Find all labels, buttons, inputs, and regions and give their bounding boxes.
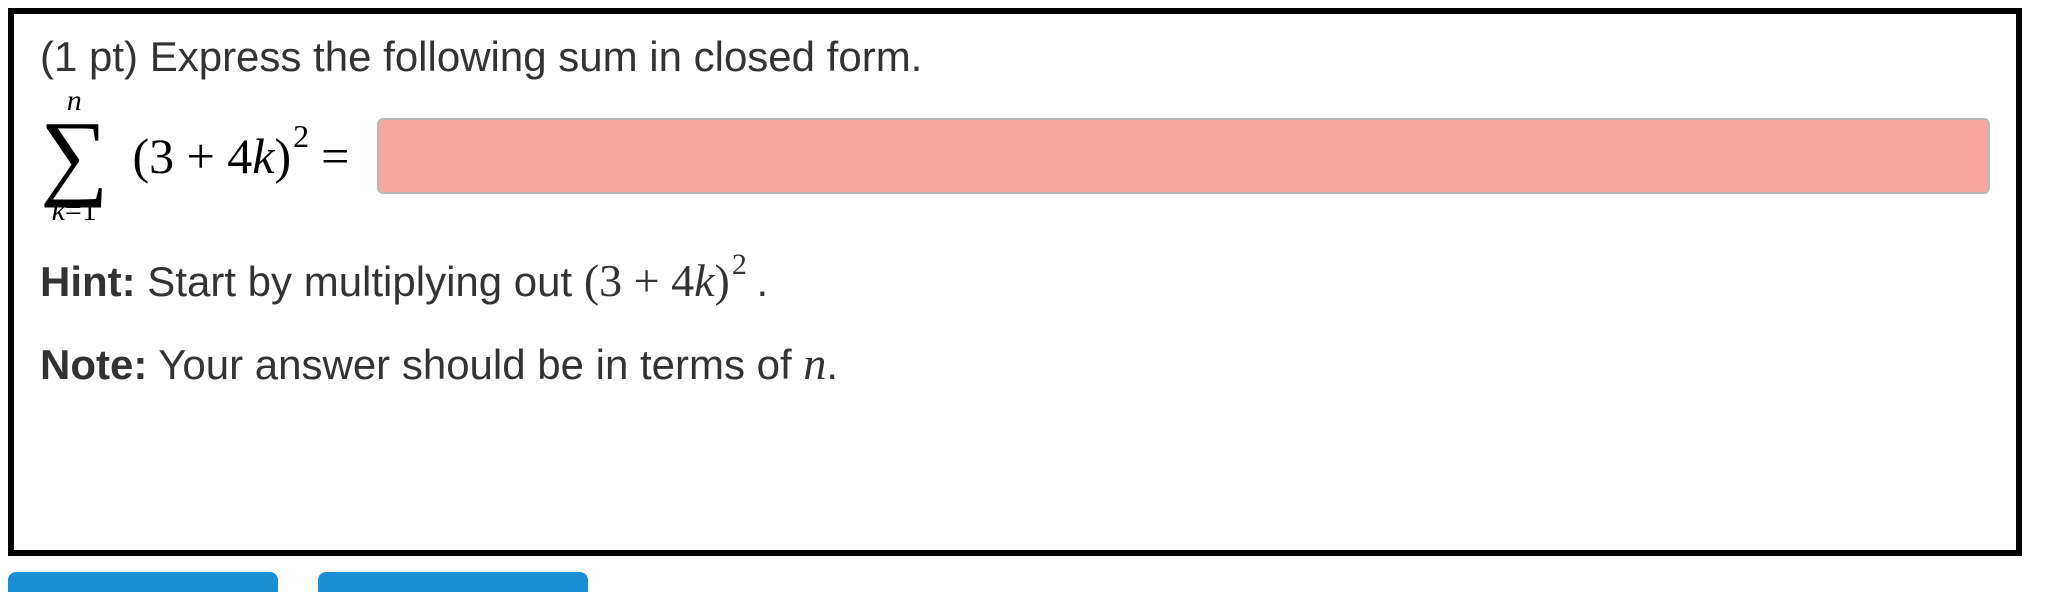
summand-expression: (3 + 4k)2 [132, 131, 307, 181]
prompt-text: Express the following sum in closed form… [150, 33, 923, 80]
hint-text-before: Start by multiplying out [136, 258, 584, 305]
hint-open: ( [584, 255, 599, 306]
note-text-before: Your answer should be in terms of [147, 341, 803, 388]
note-line: Note: Your answer should be in terms of … [40, 335, 1990, 393]
sigma-lower-eq: = [65, 194, 82, 227]
note-label: Note: [40, 341, 147, 388]
hint-label: Hint: [40, 258, 136, 305]
hint-line: Hint: Start by multiplying out (3 + 4k)2… [40, 252, 1990, 310]
hint-b-var: k [694, 255, 714, 306]
sigma-lower-var: k [52, 194, 65, 227]
action-button-2[interactable] [318, 572, 588, 592]
hint-expression: (3 + 4k)2 [584, 255, 745, 306]
note-var: n [803, 338, 826, 389]
note-text-after: . [826, 341, 838, 388]
hint-plus: + [622, 255, 671, 306]
equation-row: n ∑ k=1 (3 + 4k)2 = [40, 86, 1990, 226]
summand-exp: 2 [293, 118, 309, 154]
summand-open: ( [132, 128, 149, 184]
hint-text-after: . [745, 258, 768, 305]
sigma-block: n ∑ k=1 [40, 86, 108, 226]
sigma-lower: k=1 [52, 196, 97, 226]
problem-container: (1 pt) Express the following sum in clos… [8, 8, 2022, 556]
hint-exp: 2 [732, 248, 747, 281]
prompt-line: (1 pt) Express the following sum in clos… [40, 32, 1990, 82]
answer-input[interactable] [377, 118, 1990, 194]
summand-close: ) [275, 128, 292, 184]
hint-a: 3 [599, 255, 622, 306]
summand-plus: + [174, 128, 227, 184]
equals-sign: = [321, 127, 349, 185]
summand-b-var: k [252, 128, 274, 184]
summand-b-coeff: 4 [227, 128, 252, 184]
button-bar [8, 572, 588, 592]
points-label: (1 pt) [40, 33, 138, 80]
hint-b-coeff: 4 [671, 255, 694, 306]
action-button-1[interactable] [8, 572, 278, 592]
summand-a: 3 [149, 128, 174, 184]
sigma-lower-val: 1 [82, 194, 97, 227]
sigma-icon: ∑ [40, 114, 108, 196]
hint-close: ) [715, 255, 730, 306]
